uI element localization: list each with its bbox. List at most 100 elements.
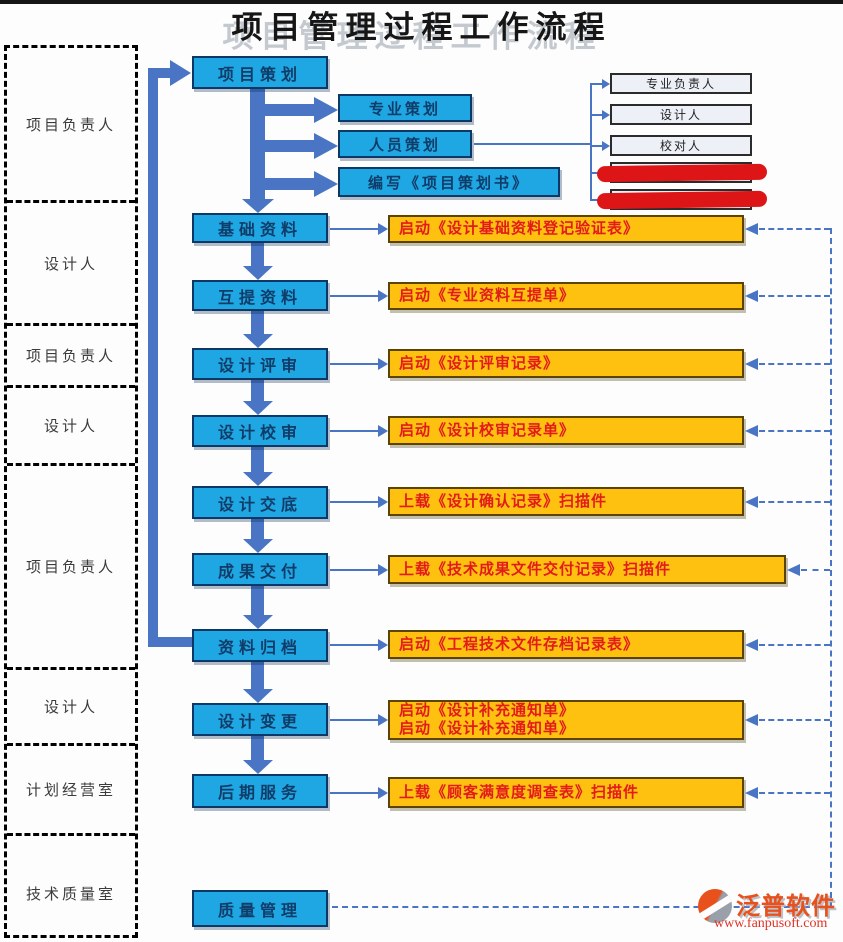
process-step-box: 质量管理 — [192, 890, 328, 927]
step-to-document-line — [330, 295, 378, 297]
personnel-fan-vline — [590, 83, 592, 201]
process-step-label: 基础资料 — [217, 222, 302, 239]
swimlane-row: 技术质量室 — [7, 836, 135, 942]
process-step-box: 成果交付 — [192, 553, 328, 586]
planning-branch-label: 编写《项目策划书》 — [367, 174, 530, 192]
personnel-fan-arrowhead — [602, 109, 610, 120]
process-step-label: 成果交付 — [217, 563, 302, 581]
document-box: 启动《设计校审记录单》 — [388, 416, 744, 445]
branch-arm-arrowhead — [314, 133, 338, 159]
process-step-box: 设计校审 — [192, 415, 328, 447]
process-step-label: 项目策划 — [217, 66, 302, 84]
return-dash-arrowhead — [745, 223, 758, 235]
role-box: 设计人 — [610, 104, 752, 125]
swimlane-row: 计划经营室 — [7, 746, 135, 836]
return-dash-line — [759, 719, 830, 721]
swimlane-label: 设计人 — [43, 256, 98, 273]
return-dash-arrowhead — [745, 495, 758, 508]
step-to-document-arrowhead — [378, 563, 388, 576]
document-box: 启动《设计基础资料登记验证表》 — [388, 215, 744, 243]
return-dash-arrowhead — [745, 786, 758, 799]
swimlane-row: 项目负责人 — [7, 48, 135, 203]
planning-trunk-line — [250, 88, 265, 199]
return-dash-line — [759, 295, 830, 297]
swimlane-row: 设计人 — [7, 670, 135, 746]
step-connector-shaft — [251, 380, 264, 401]
document-label: 启动《设计补充通知单》 — [399, 720, 576, 737]
personnel-fan-branch — [590, 113, 603, 116]
branch-arm-line — [264, 104, 314, 116]
branch-arm-line — [264, 140, 314, 152]
document-box: 上载《顾客满意度调查表》扫描件 — [388, 777, 744, 808]
role-label: 专业负责人 — [645, 77, 716, 91]
brand-logo-icon — [698, 889, 732, 923]
step-connector-arrowhead — [243, 760, 273, 774]
personnel-fan-branch — [590, 198, 603, 201]
document-label: 启动《设计评审记录》 — [399, 354, 560, 372]
document-box: 启动《工程技术文件存档记录表》 — [388, 630, 744, 659]
brand-watermark: 泛普软件 www.fanpusoft.com — [698, 882, 843, 936]
return-dash-arrowhead — [745, 638, 758, 651]
document-label: 启动《设计校审记录单》 — [399, 421, 576, 439]
step-to-document-line — [330, 362, 378, 365]
process-step-label: 互提资料 — [217, 289, 302, 307]
step-connector-shaft — [251, 243, 264, 266]
planning-branch-label: 专业策划 — [368, 100, 441, 118]
redaction-bar — [596, 190, 768, 210]
return-dash-arrowhead — [745, 290, 758, 302]
trunk-arrowhead — [242, 199, 274, 213]
process-step-box: 后期服务 — [192, 774, 328, 808]
swimlane-label: 计划经营室 — [25, 783, 116, 799]
process-step-label: 设计变更 — [217, 713, 302, 731]
step-to-document-arrowhead — [378, 786, 388, 799]
document-label: 上载《顾客满意度调查表》扫描件 — [399, 783, 640, 801]
step-connector-arrowhead — [243, 615, 273, 629]
personnel-fan-branch — [590, 144, 603, 147]
process-step-label: 资料归档 — [217, 639, 302, 657]
role-box: 专业负责人 — [610, 73, 752, 94]
planning-branch-box: 专业策划 — [338, 94, 472, 122]
feedback-dash-vertical — [830, 228, 832, 908]
page-title: 项目管理过程工作流程 — [231, 10, 612, 45]
swimlane-row: 设计人 — [7, 388, 135, 466]
step-to-document-line — [330, 500, 378, 503]
brand-url: www.fanpusoft.com — [714, 916, 828, 931]
process-step-label: 质量管理 — [217, 902, 302, 920]
return-dash-line — [801, 568, 830, 571]
return-dash-arrowhead — [745, 714, 758, 726]
process-step-box: 项目策划 — [192, 56, 328, 89]
process-step-box: 互提资料 — [192, 280, 328, 311]
feedback-arrowhead — [170, 60, 191, 86]
role-label: 校对人 — [659, 139, 702, 153]
brand-name: 泛普软件 — [736, 894, 836, 920]
top-border-line — [0, 0, 843, 4]
step-to-document-arrowhead — [378, 495, 388, 508]
redaction-bar — [596, 163, 768, 183]
step-connector-arrowhead — [243, 334, 273, 348]
personnel-fan-hline — [474, 143, 590, 145]
step-to-document-line — [330, 429, 378, 432]
step-connector-shaft — [251, 311, 264, 334]
step-to-document-arrowhead — [378, 357, 388, 370]
branch-arm-line — [264, 178, 314, 190]
branch-arm-arrowhead — [314, 171, 338, 197]
swimlane-row: 设计人 — [7, 203, 135, 326]
personnel-fan-branch — [590, 82, 603, 85]
document-label: 上载《设计确认记录》扫描件 — [399, 492, 608, 510]
step-to-document-line — [330, 719, 378, 721]
step-connector-shaft — [251, 736, 264, 760]
step-to-document-arrowhead — [378, 638, 388, 651]
step-connector-arrowhead — [243, 539, 273, 553]
document-label: 启动《专业资料互提单》 — [399, 287, 576, 304]
step-connector-arrowhead — [243, 689, 273, 703]
process-step-label: 设计评审 — [217, 358, 302, 375]
step-connector-arrowhead — [243, 266, 273, 280]
personnel-fan-arrowhead — [602, 78, 610, 89]
planning-branch-box: 人员策划 — [338, 130, 472, 158]
step-connector-shaft — [251, 519, 264, 539]
document-label: 启动《工程技术文件存档记录表》 — [399, 635, 640, 653]
process-step-box: 设计交底 — [192, 486, 328, 519]
quality-management-dash-line — [332, 906, 830, 908]
process-step-box: 基础资料 — [192, 213, 328, 243]
